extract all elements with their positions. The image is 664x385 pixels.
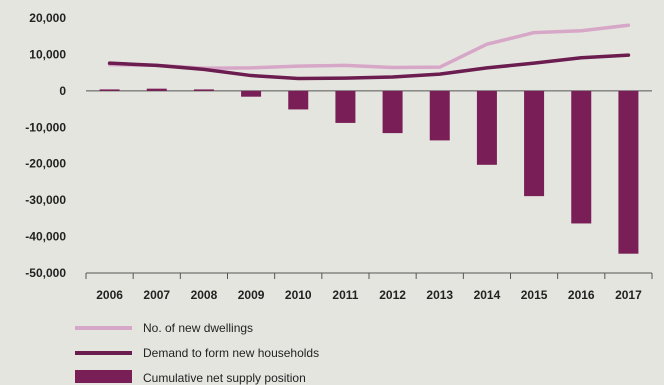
bar-2006 (99, 89, 120, 91)
x-tick-label: 2017 (615, 288, 642, 302)
bar-2012 (382, 90, 403, 134)
bar-2013 (429, 90, 450, 141)
y-tick-label: 0 (59, 84, 66, 98)
y-tick-label: -20,000 (25, 157, 66, 171)
bar-2010 (288, 90, 309, 110)
x-axis-labels: 2006 2007 2008 2009 2010 2011 2012 2013 2014 2015… (96, 288, 642, 302)
legend-label-supply: Cumulative net supply position (143, 371, 306, 385)
x-tick-label: 2016 (568, 288, 595, 302)
y-tick-label: -40,000 (25, 230, 66, 244)
legend: No. of new dwellings Demand to form new … (75, 321, 319, 385)
x-tick-label: 2012 (379, 288, 406, 302)
bar-2015 (524, 90, 545, 197)
bar-series (99, 88, 639, 254)
legend-label-dwellings: No. of new dwellings (143, 321, 253, 335)
y-tick-label: 10,000 (29, 47, 66, 61)
x-tick-label: 2007 (143, 288, 170, 302)
bar-2014 (476, 90, 497, 165)
bar-2011 (335, 90, 356, 123)
bar-2008 (193, 89, 214, 91)
x-axis-ticks (85, 273, 653, 279)
bar-2007 (146, 88, 167, 91)
x-tick-label: 2013 (426, 288, 453, 302)
y-axis-labels: 20,000 10,000 0 -10,000 -20,000 -30,000 -40,00… (25, 11, 66, 280)
line-household-demand (107, 53, 631, 81)
y-tick-label: -10,000 (25, 120, 66, 134)
y-tick-label: 20,000 (29, 11, 66, 25)
x-tick-label: 2010 (285, 288, 312, 302)
y-tick-label: -50,000 (25, 266, 66, 280)
x-tick-label: 2011 (332, 288, 358, 302)
x-tick-label: 2009 (238, 288, 265, 302)
x-tick-label: 2015 (521, 288, 548, 302)
x-tick-label: 2008 (191, 288, 218, 302)
y-tick-label: -30,000 (25, 193, 66, 207)
x-tick-label: 2014 (474, 288, 501, 302)
legend-swatch-supply (75, 370, 132, 383)
x-tick-label: 2006 (96, 288, 123, 302)
bar-2016 (571, 90, 592, 224)
legend-label-households: Demand to form new households (143, 346, 319, 360)
bar-2009 (241, 90, 262, 97)
line-series (107, 23, 631, 81)
bar-2017 (618, 90, 639, 254)
